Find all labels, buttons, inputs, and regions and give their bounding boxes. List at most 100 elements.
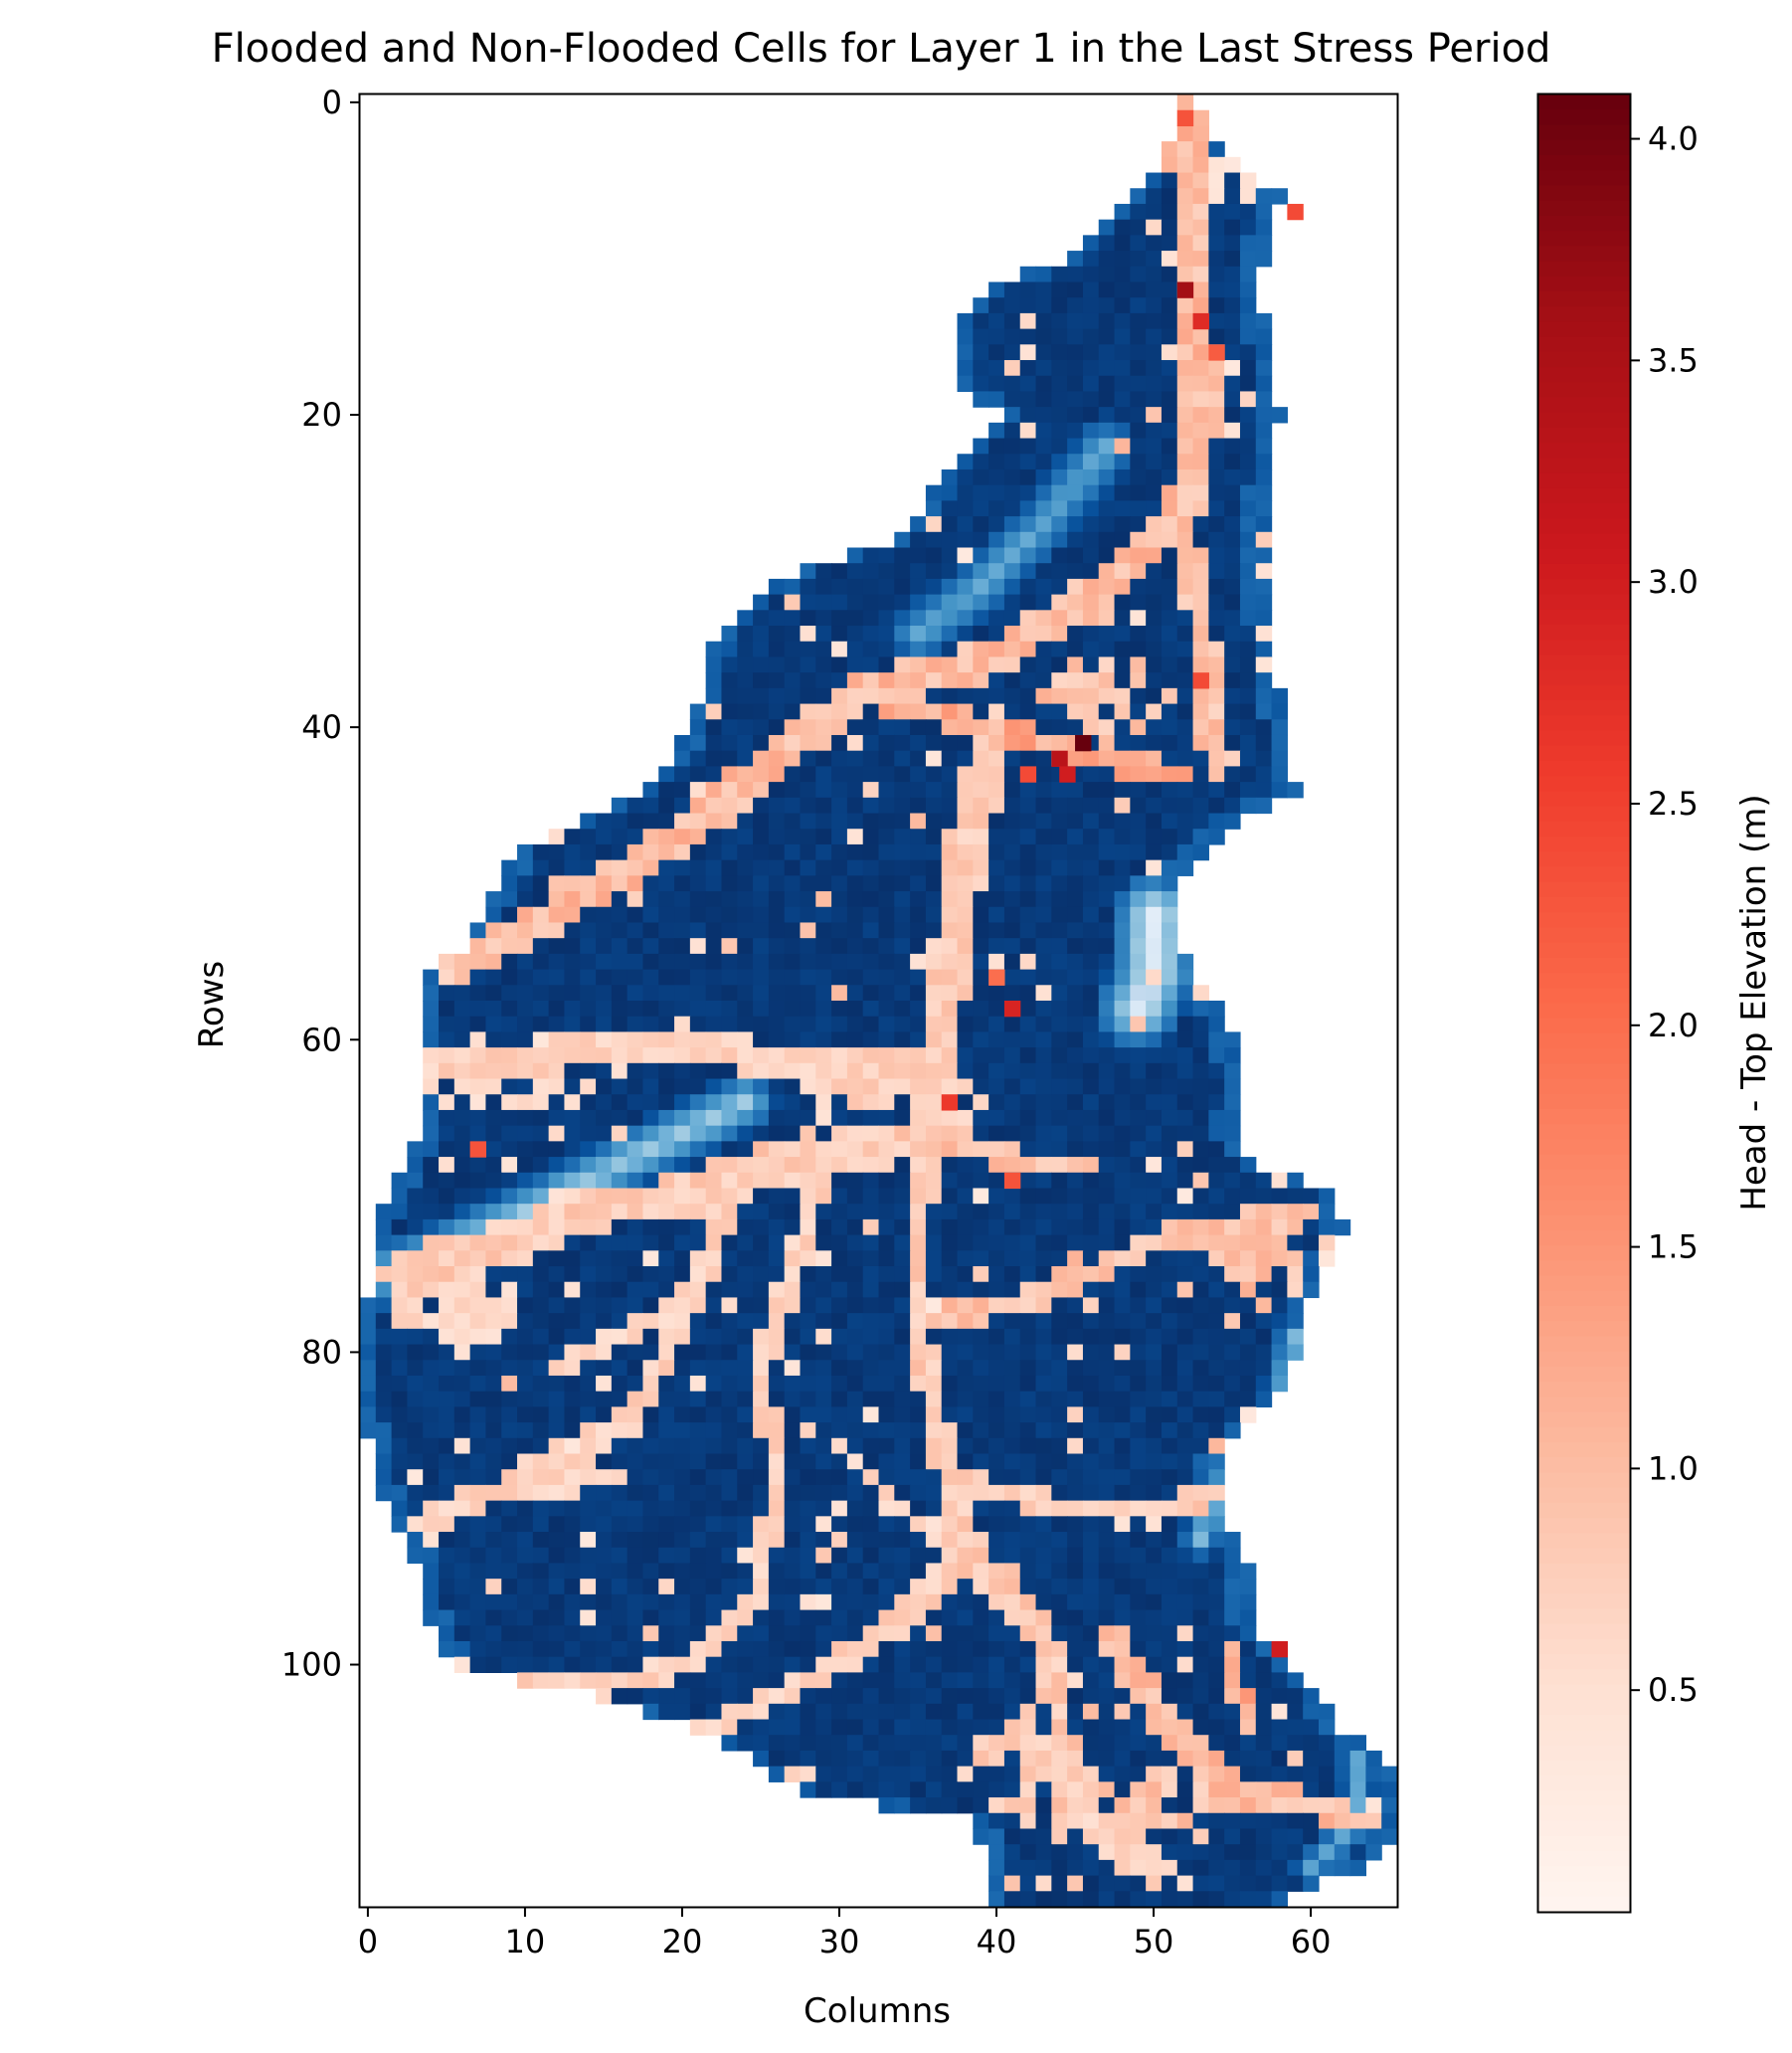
grid-cell bbox=[1035, 1047, 1052, 1064]
colorbar-tick-label: 3.0 bbox=[1648, 563, 1699, 601]
grid-cell bbox=[1114, 1625, 1131, 1642]
grid-cell bbox=[611, 1172, 628, 1190]
grid-cell bbox=[1098, 454, 1116, 470]
grid-cell bbox=[596, 1234, 613, 1251]
grid-cell bbox=[1098, 1031, 1116, 1048]
grid-cell bbox=[1161, 1406, 1178, 1423]
grid-cell bbox=[469, 1281, 487, 1299]
grid-cell bbox=[1208, 1422, 1225, 1439]
colorbar-segment bbox=[1538, 246, 1630, 263]
grid-cell bbox=[753, 813, 770, 830]
grid-cell bbox=[627, 1579, 644, 1595]
grid-cell bbox=[1208, 1297, 1225, 1314]
grid-cell bbox=[1303, 1781, 1320, 1798]
grid-cell bbox=[988, 1001, 1005, 1018]
grid-cell bbox=[753, 719, 770, 736]
grid-cell bbox=[800, 610, 816, 627]
colorbar-segment bbox=[1538, 594, 1630, 611]
grid-cell bbox=[737, 1500, 754, 1517]
grid-cell bbox=[658, 1172, 675, 1190]
grid-cell bbox=[674, 1484, 691, 1502]
x-tick-label: 10 bbox=[505, 1923, 546, 1960]
grid-cell bbox=[815, 1406, 832, 1423]
grid-cell bbox=[580, 985, 597, 1002]
grid-cell bbox=[1208, 1031, 1225, 1048]
grid-cell bbox=[1176, 391, 1194, 408]
grid-cell bbox=[580, 1672, 597, 1689]
grid-cell bbox=[1019, 1062, 1037, 1080]
grid-cell bbox=[1019, 1047, 1037, 1064]
grid-cell bbox=[1192, 1157, 1209, 1174]
grid-cell bbox=[674, 1391, 691, 1407]
grid-cell bbox=[1019, 1781, 1037, 1798]
grid-cell bbox=[1303, 1281, 1320, 1299]
grid-cell bbox=[721, 1001, 738, 1018]
grid-cell bbox=[1003, 438, 1021, 455]
grid-cell bbox=[784, 829, 802, 845]
grid-cell bbox=[721, 1031, 738, 1048]
grid-cell bbox=[988, 1891, 1005, 1908]
grid-cell bbox=[1146, 1391, 1163, 1407]
grid-cell bbox=[596, 1640, 613, 1658]
grid-cell bbox=[973, 1703, 989, 1721]
grid-cell bbox=[988, 906, 1005, 924]
grid-cell bbox=[517, 843, 534, 861]
grid-cell bbox=[941, 922, 959, 939]
grid-cell bbox=[1114, 1406, 1131, 1423]
grid-cell bbox=[1130, 1047, 1147, 1064]
grid-cell bbox=[1067, 610, 1084, 627]
grid-cell bbox=[485, 1532, 502, 1549]
grid-cell bbox=[1130, 1062, 1147, 1080]
grid-cell bbox=[1161, 1281, 1178, 1299]
grid-cell bbox=[469, 1360, 487, 1377]
grid-cell bbox=[957, 1109, 974, 1127]
grid-cell bbox=[1161, 1250, 1178, 1267]
grid-cell bbox=[611, 1188, 628, 1205]
grid-cell bbox=[988, 1204, 1005, 1220]
grid-cell bbox=[1098, 1500, 1116, 1517]
grid-cell bbox=[1224, 468, 1241, 486]
grid-cell bbox=[658, 1547, 675, 1565]
grid-cell bbox=[611, 1484, 628, 1502]
grid-cell bbox=[1082, 516, 1100, 533]
grid-cell bbox=[957, 1516, 974, 1533]
grid-cell bbox=[1019, 1360, 1037, 1377]
grid-cell bbox=[1303, 1250, 1320, 1267]
grid-cell bbox=[1003, 1250, 1021, 1267]
grid-cell bbox=[878, 1609, 895, 1626]
grid-cell bbox=[831, 1031, 848, 1048]
grid-cell bbox=[988, 1016, 1005, 1033]
grid-cell bbox=[721, 1516, 738, 1533]
grid-cell bbox=[469, 1453, 487, 1470]
grid-cell bbox=[1192, 251, 1209, 268]
grid-cell bbox=[831, 1579, 848, 1595]
grid-cell bbox=[910, 1500, 927, 1517]
grid-cell bbox=[784, 1266, 802, 1283]
grid-cell bbox=[1035, 1516, 1052, 1533]
grid-cell bbox=[1208, 266, 1225, 283]
grid-cell bbox=[658, 1360, 675, 1377]
grid-cell bbox=[580, 1422, 597, 1439]
grid-cell bbox=[532, 1484, 550, 1502]
grid-cell bbox=[831, 1532, 848, 1549]
grid-cell bbox=[831, 1563, 848, 1580]
grid-cell bbox=[1255, 703, 1273, 720]
grid-cell bbox=[721, 1109, 738, 1127]
grid-cell bbox=[532, 1547, 550, 1565]
grid-cell bbox=[407, 1234, 424, 1251]
grid-cell bbox=[973, 1672, 989, 1689]
grid-cell bbox=[800, 1453, 816, 1470]
grid-cell bbox=[1224, 610, 1241, 627]
grid-cell bbox=[1192, 500, 1209, 517]
grid-cell bbox=[910, 1437, 927, 1455]
grid-cell bbox=[1082, 1078, 1100, 1095]
grid-cell bbox=[1176, 1234, 1194, 1251]
grid-cell bbox=[1082, 1250, 1100, 1267]
grid-cell bbox=[1003, 1344, 1021, 1361]
grid-cell bbox=[1224, 219, 1241, 236]
grid-cell bbox=[988, 1640, 1005, 1658]
grid-cell bbox=[925, 1719, 943, 1736]
colorbar-segment bbox=[1538, 1805, 1630, 1822]
grid-cell bbox=[1019, 938, 1037, 955]
grid-cell bbox=[800, 1437, 816, 1455]
